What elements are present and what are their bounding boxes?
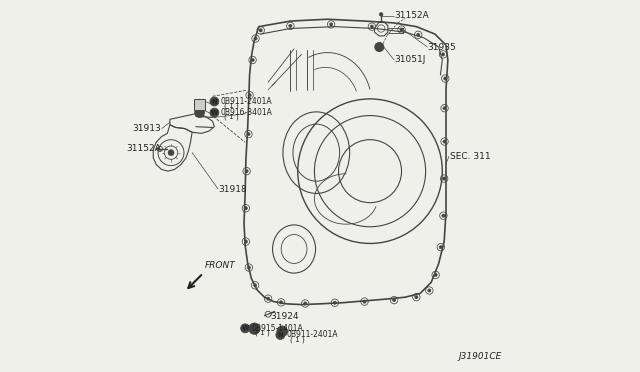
Circle shape xyxy=(168,150,174,155)
Circle shape xyxy=(249,323,260,334)
Text: 0B915-1401A: 0B915-1401A xyxy=(252,324,303,333)
Circle shape xyxy=(333,301,337,304)
Text: 31051J: 31051J xyxy=(394,55,426,64)
Circle shape xyxy=(442,177,446,180)
Text: 31913: 31913 xyxy=(132,124,161,133)
Circle shape xyxy=(417,33,420,36)
Text: SEC. 311: SEC. 311 xyxy=(450,152,490,161)
Circle shape xyxy=(303,302,307,305)
Circle shape xyxy=(439,246,442,249)
Text: 31918: 31918 xyxy=(218,185,247,194)
Circle shape xyxy=(370,25,374,28)
Circle shape xyxy=(276,331,285,339)
Circle shape xyxy=(277,326,287,336)
Circle shape xyxy=(444,77,447,80)
Circle shape xyxy=(241,324,250,333)
Circle shape xyxy=(244,240,248,243)
Text: 31935: 31935 xyxy=(428,42,456,51)
Text: FRONT: FRONT xyxy=(205,261,236,270)
Circle shape xyxy=(253,284,257,287)
Circle shape xyxy=(428,289,431,292)
Circle shape xyxy=(197,110,202,115)
Text: N: N xyxy=(278,332,283,338)
Circle shape xyxy=(244,206,248,210)
Circle shape xyxy=(443,106,446,110)
Circle shape xyxy=(210,97,219,106)
Circle shape xyxy=(247,132,250,136)
Circle shape xyxy=(443,140,446,143)
Circle shape xyxy=(363,300,366,303)
Circle shape xyxy=(392,298,396,302)
Text: 0B911-2401A: 0B911-2401A xyxy=(221,97,272,106)
Text: W: W xyxy=(241,326,249,331)
Text: 31152A: 31152A xyxy=(394,11,429,20)
Circle shape xyxy=(434,273,437,277)
Text: ( 1 ): ( 1 ) xyxy=(291,336,305,343)
Circle shape xyxy=(245,170,248,173)
Text: N: N xyxy=(212,99,217,105)
Circle shape xyxy=(280,329,284,334)
Circle shape xyxy=(251,58,254,62)
Circle shape xyxy=(254,37,257,40)
Text: 31152A: 31152A xyxy=(126,144,161,153)
Circle shape xyxy=(252,326,257,331)
FancyBboxPatch shape xyxy=(195,99,205,110)
Circle shape xyxy=(415,295,418,299)
Circle shape xyxy=(375,42,384,51)
Circle shape xyxy=(280,301,283,304)
Circle shape xyxy=(330,23,333,26)
Text: 0B911-2401A: 0B911-2401A xyxy=(287,330,339,340)
Circle shape xyxy=(289,24,292,28)
Circle shape xyxy=(247,266,250,269)
Circle shape xyxy=(400,28,403,31)
Circle shape xyxy=(442,53,445,56)
Circle shape xyxy=(380,13,383,16)
Circle shape xyxy=(266,297,270,300)
Text: W: W xyxy=(211,110,218,116)
Circle shape xyxy=(248,93,252,97)
Circle shape xyxy=(195,108,204,118)
Circle shape xyxy=(210,108,219,117)
Circle shape xyxy=(378,45,381,49)
Text: 31924: 31924 xyxy=(270,312,298,321)
Circle shape xyxy=(442,214,445,217)
Text: ( 1 ): ( 1 ) xyxy=(225,114,239,120)
Circle shape xyxy=(259,29,262,32)
Text: ( 1 ): ( 1 ) xyxy=(255,330,270,336)
Text: J31901CE: J31901CE xyxy=(458,352,502,361)
Text: ( 1 ): ( 1 ) xyxy=(225,103,239,109)
Text: 0B916-3401A: 0B916-3401A xyxy=(221,108,273,117)
